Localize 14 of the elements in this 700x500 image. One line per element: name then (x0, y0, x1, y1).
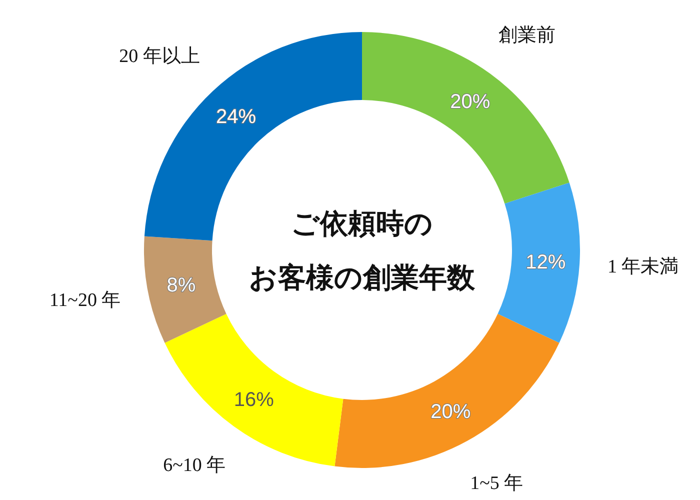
data-label: 16% (234, 388, 274, 411)
text: ご依頼時の (291, 209, 433, 240)
slice-label: 11~20 年 (49, 290, 121, 311)
slice-label: 20 年以上 (119, 46, 200, 68)
text: お客様の創業年数 (249, 262, 476, 294)
data-label: 12% (526, 252, 566, 274)
slice-label: 創業前 (498, 24, 556, 46)
data-label: 8% (166, 274, 196, 296)
slice-label: 1 年未満 (607, 256, 679, 278)
data-label: 20% (430, 401, 471, 424)
slice-label: 1~5 年 (470, 473, 524, 494)
data-label: 24% (216, 106, 256, 128)
slice-label: 6~10 年 (163, 455, 226, 476)
data-label: 20% (450, 91, 490, 114)
